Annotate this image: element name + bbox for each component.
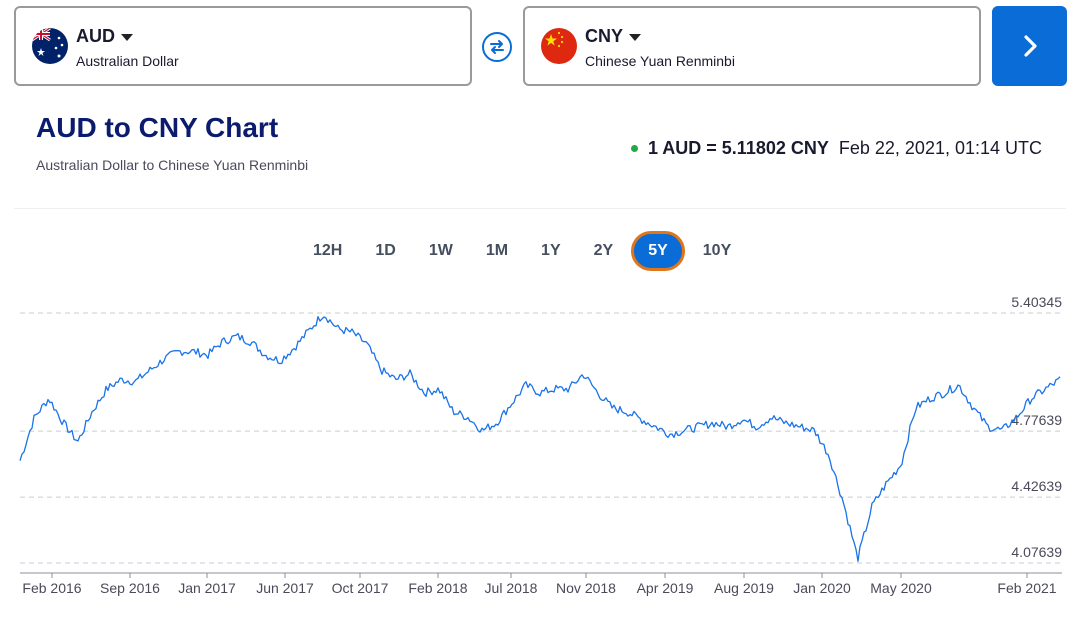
divider <box>14 208 1066 209</box>
chevron-right-icon <box>1023 35 1037 57</box>
chevron-down-icon <box>629 33 642 41</box>
x-tick-label: Aug 2019 <box>714 580 774 596</box>
y-tick-label: 4.77639 <box>1011 412 1062 428</box>
range-tab-1m[interactable]: 1M <box>485 242 509 259</box>
chevron-down-icon <box>121 33 133 41</box>
rate-chart[interactable]: 5.40345 4.77639 4.42639 4.07639 Feb 2016 Sep … <box>0 290 1080 621</box>
au-flag-icon <box>32 28 68 64</box>
range-tab-10y[interactable]: 10Y <box>702 242 732 259</box>
range-tab-1y[interactable]: 1Y <box>541 242 561 259</box>
swap-currencies-button[interactable] <box>482 32 512 62</box>
range-tab-12h[interactable]: 12H <box>313 242 343 259</box>
go-button[interactable] <box>992 6 1067 86</box>
rate-value: 1 AUD = 5.11802 CNY <box>647 138 829 158</box>
range-tabs: 12H 1D 1W 1M 1Y 2Y 5Y 10Y <box>298 230 749 272</box>
from-currency-code: AUD <box>76 26 133 47</box>
x-tick-label: Feb 2021 <box>997 580 1056 596</box>
range-tab-5y[interactable]: 5Y <box>631 231 685 271</box>
to-currency-code: CNY <box>585 26 642 47</box>
x-tick-label: May 2020 <box>870 580 932 596</box>
cn-flag-icon <box>541 28 577 64</box>
x-tick-label: Jul 2018 <box>485 580 538 596</box>
range-tab-1d[interactable]: 1D <box>375 242 396 259</box>
x-tick-label: Jan 2020 <box>793 580 851 596</box>
swap-icon <box>490 40 504 54</box>
from-currency-name: Australian Dollar <box>76 53 179 69</box>
y-tick-label: 5.40345 <box>1011 294 1062 310</box>
y-tick-label: 4.07639 <box>1011 544 1062 560</box>
rate-series-line <box>19 316 1061 562</box>
range-tab-1w[interactable]: 1W <box>428 242 453 259</box>
y-tick-label: 4.42639 <box>1011 478 1062 494</box>
x-tick-label: Jan 2017 <box>178 580 236 596</box>
live-dot-icon <box>630 145 638 152</box>
page-title: AUD to CNY Chart <box>36 112 279 143</box>
x-tick-label: Oct 2017 <box>332 580 389 596</box>
x-tick-label: Feb 2018 <box>408 580 467 596</box>
x-tick-label: Feb 2016 <box>22 580 81 596</box>
x-tick-label: Sep 2016 <box>100 580 160 596</box>
to-currency-name: Chinese Yuan Renminbi <box>585 53 735 69</box>
rate-timestamp: Feb 22, 2021, 01:14 UTC <box>838 138 1042 158</box>
to-currency-selector[interactable]: CNY Chinese Yuan Renminbi <box>523 6 981 86</box>
x-tick-label: Apr 2019 <box>637 580 694 596</box>
current-rate: 1 AUD = 5.11802 CNY Feb 22, 2021, 01:14 … <box>630 138 1042 159</box>
from-currency-selector[interactable]: AUD Australian Dollar <box>14 6 472 86</box>
page-subtitle: Australian Dollar to Chinese Yuan Renmin… <box>36 157 309 173</box>
x-tick-label: Jun 2017 <box>256 580 314 596</box>
range-tab-2y[interactable]: 2Y <box>593 242 614 259</box>
x-tick-label: Nov 2018 <box>556 580 616 596</box>
